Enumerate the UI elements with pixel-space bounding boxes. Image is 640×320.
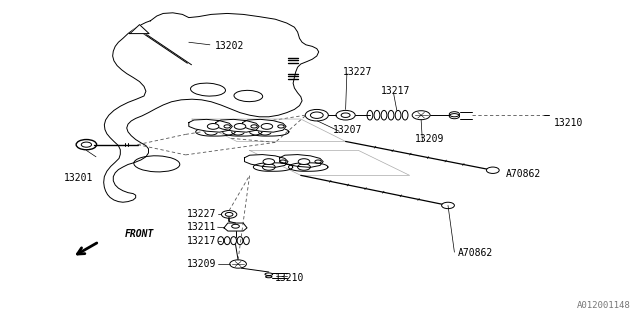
Text: 13209: 13209 <box>187 259 216 269</box>
Circle shape <box>207 124 219 129</box>
Text: 13209: 13209 <box>415 134 444 144</box>
Circle shape <box>486 167 499 173</box>
Text: A012001148: A012001148 <box>577 301 630 310</box>
Circle shape <box>263 159 275 164</box>
Text: A70862: A70862 <box>458 248 493 258</box>
Polygon shape <box>280 155 323 167</box>
Circle shape <box>442 202 454 209</box>
Text: 13217: 13217 <box>187 236 216 246</box>
Circle shape <box>81 142 92 147</box>
Circle shape <box>261 124 273 129</box>
Polygon shape <box>224 223 247 231</box>
Text: 13201: 13201 <box>64 172 93 183</box>
Text: 13211: 13211 <box>187 222 216 232</box>
Polygon shape <box>243 119 286 132</box>
Text: 13207: 13207 <box>333 124 362 135</box>
Text: 13202: 13202 <box>214 41 244 52</box>
Text: FRONT: FRONT <box>125 228 154 239</box>
Text: 13217: 13217 <box>381 86 410 96</box>
Text: 13227: 13227 <box>187 209 216 220</box>
Circle shape <box>298 159 310 164</box>
Text: 13210: 13210 <box>554 118 583 128</box>
Polygon shape <box>216 119 259 132</box>
Text: 13210: 13210 <box>275 273 305 283</box>
Circle shape <box>234 124 246 129</box>
Polygon shape <box>244 155 288 167</box>
Polygon shape <box>189 119 232 132</box>
Text: A70862: A70862 <box>506 169 541 180</box>
Text: 13227: 13227 <box>342 67 372 77</box>
Polygon shape <box>130 25 149 34</box>
